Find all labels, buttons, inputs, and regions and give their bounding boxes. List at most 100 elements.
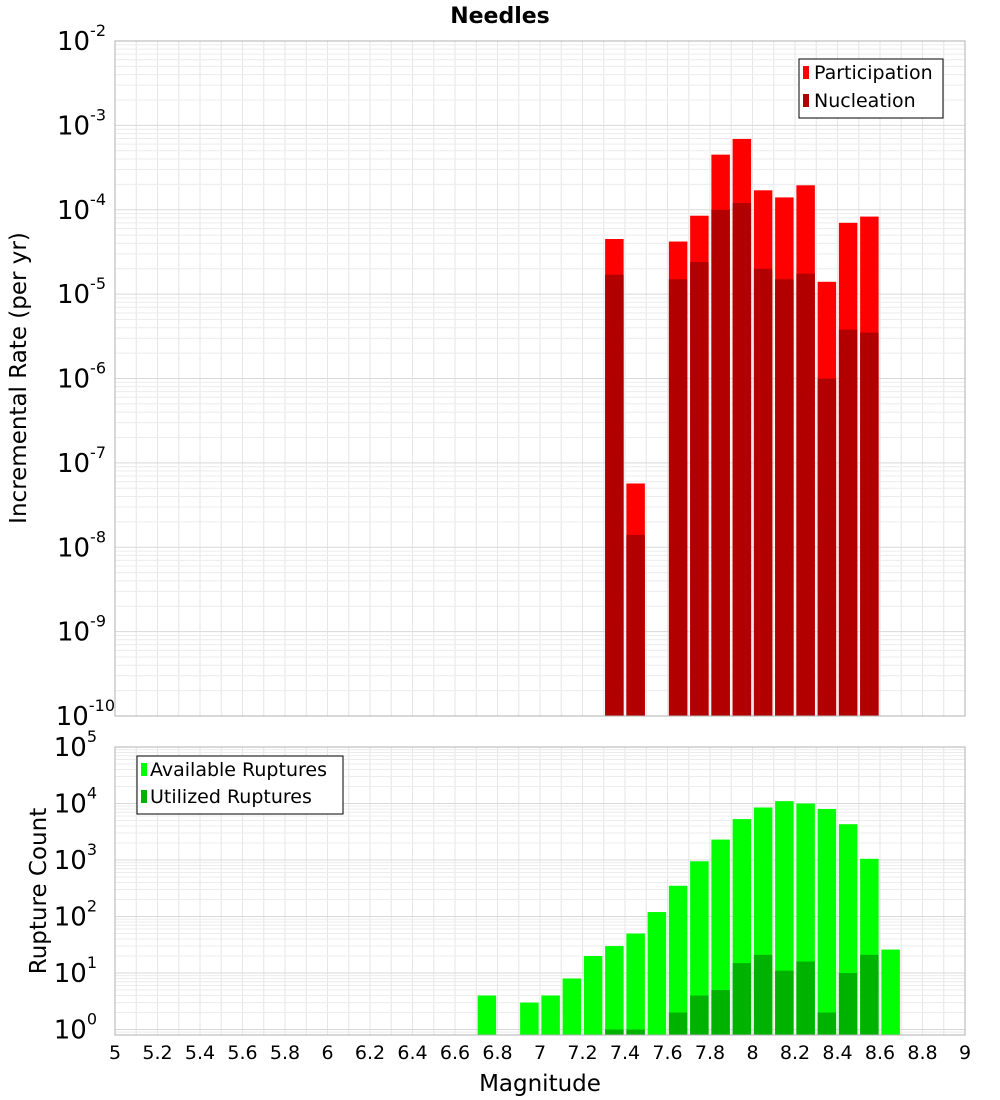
bottom-y-tick-labels: 100 101 102 103 104 105 [54,727,97,1046]
x-tick-label: 5.2 [142,1042,172,1064]
top-panel: 10-10 10-9 10-8 10-7 10-6 10-5 10-4 10-3 10-2 In… [6,21,966,732]
y-tick-label: 10-3 [57,105,106,141]
bar-available-ruptures [605,946,624,1035]
x-tick-label: 5 [109,1042,121,1064]
y-tick-label: 10-9 [57,612,106,648]
bar-utilized-ruptures [838,973,858,1035]
bar-nucleation [838,329,858,716]
bar-available-ruptures [817,808,837,1035]
y-tick-label: 105 [54,727,97,763]
legend-utilized-swatch [141,790,147,803]
x-tick-label: 6.4 [397,1042,427,1064]
bar-nucleation [690,262,709,716]
bar-available-ruptures [477,995,497,1035]
x-tick-label: 8 [746,1042,758,1064]
x-tick-label: 8.8 [907,1042,937,1064]
bar-nucleation [605,274,624,716]
bar-nucleation [711,209,730,716]
y-tick-label: 10-7 [57,443,106,479]
top-y-axis-label: Incremental Rate (per yr) [6,232,32,524]
x-tick-label: 6.6 [440,1042,470,1064]
bar-nucleation [732,203,752,716]
x-tick-label: 7 [534,1042,546,1064]
bar-utilized-ruptures [775,970,794,1035]
legend-participation-label: Participation [814,62,933,84]
x-tick-label: 5.4 [185,1042,215,1064]
chart-title: Needles [450,4,550,29]
x-tick-label: 8.2 [780,1042,810,1064]
legend-nucleation-label: Nucleation [814,90,916,112]
x-tick-label: 6.8 [482,1042,512,1064]
bottom-plot-frame [114,746,966,1036]
top-bars [605,138,879,717]
legend-participation-swatch [803,66,809,79]
bar-utilized-ruptures [796,961,815,1035]
legend-nucleation-swatch [803,94,809,107]
bar-utilized-ruptures [711,990,730,1035]
top-y-tick-labels: 10-10 10-9 10-8 10-7 10-6 10-5 10-4 10-3 10-2 [56,21,115,732]
y-tick-label: 103 [54,840,97,876]
x-axis-label: Magnitude [479,1071,601,1097]
bar-available-ruptures [647,912,667,1035]
bar-available-ruptures [711,839,730,1035]
x-tick-label: 5.8 [270,1042,300,1064]
top-grid [114,40,966,717]
top-legend: Participation Nucleation [798,58,944,119]
bar-available-ruptures [690,861,709,1035]
y-tick-label: 10-4 [57,190,106,226]
bar-available-ruptures [881,949,900,1035]
bar-available-ruptures [541,995,560,1035]
y-tick-label: 104 [54,784,97,820]
x-tick-labels: 5 5.2 5.4 5.6 5.8 6 6.2 6.4 6.6 6.8 7 7.2 7.4 7.6 7.8 8… [109,1042,971,1064]
x-tick-label: 6.2 [355,1042,385,1064]
bar-utilized-ruptures [668,1012,688,1035]
bar-utilized-ruptures [817,1012,837,1035]
bar-available-ruptures [626,933,645,1035]
legend-available-swatch [141,763,147,776]
x-tick-label: 8.4 [822,1042,852,1064]
x-tick-label: 7.4 [610,1042,640,1064]
bar-utilized-ruptures [732,963,752,1035]
x-tick-label: 6 [321,1042,333,1064]
bottom-bars [477,801,900,1035]
bar-nucleation [668,279,688,716]
bottom-legend: Available Ruptures Utilized Ruptures [136,755,344,815]
bar-available-ruptures [562,978,582,1035]
y-tick-label: 10-8 [57,527,106,563]
x-tick-label: 7.6 [652,1042,682,1064]
bar-nucleation [817,378,837,716]
bar-utilized-ruptures [753,954,773,1035]
top-plot-frame [114,40,966,717]
bar-available-ruptures [668,885,688,1035]
bottom-panel: 100 101 102 103 104 105 5 5.2 5.4 5.6 5.8 6 6.2 6.4 6… [26,727,971,1097]
x-tick-label: 8.6 [865,1042,895,1064]
y-tick-label: 102 [54,897,97,933]
y-tick-label: 100 [54,1010,97,1046]
bar-nucleation [626,534,645,716]
bar-utilized-ruptures [605,1029,624,1035]
bar-utilized-ruptures [690,995,709,1035]
legend-available-label: Available Ruptures [150,759,327,781]
y-tick-label: 10-5 [57,274,106,310]
x-tick-label: 9 [959,1042,971,1064]
bar-utilized-ruptures [860,954,879,1035]
bar-available-ruptures [520,1002,539,1035]
x-tick-label: 7.8 [695,1042,725,1064]
top-legend-box [798,58,944,119]
bar-nucleation [753,268,773,716]
bottom-y-axis-label: Rupture Count [26,808,52,974]
bar-nucleation [796,273,815,716]
bar-utilized-ruptures [626,1029,645,1035]
y-tick-label: 101 [54,953,97,989]
bar-available-ruptures [583,956,603,1035]
bar-nucleation [860,332,879,716]
bottom-legend-box [136,755,344,815]
x-tick-label: 5.6 [227,1042,257,1064]
y-tick-label: 10-10 [56,696,115,732]
y-tick-label: 10-2 [57,21,106,57]
y-tick-label: 10-6 [57,359,106,395]
x-tick-label: 7.2 [567,1042,597,1064]
legend-utilized-label: Utilized Ruptures [150,786,312,808]
bar-nucleation [775,279,794,716]
